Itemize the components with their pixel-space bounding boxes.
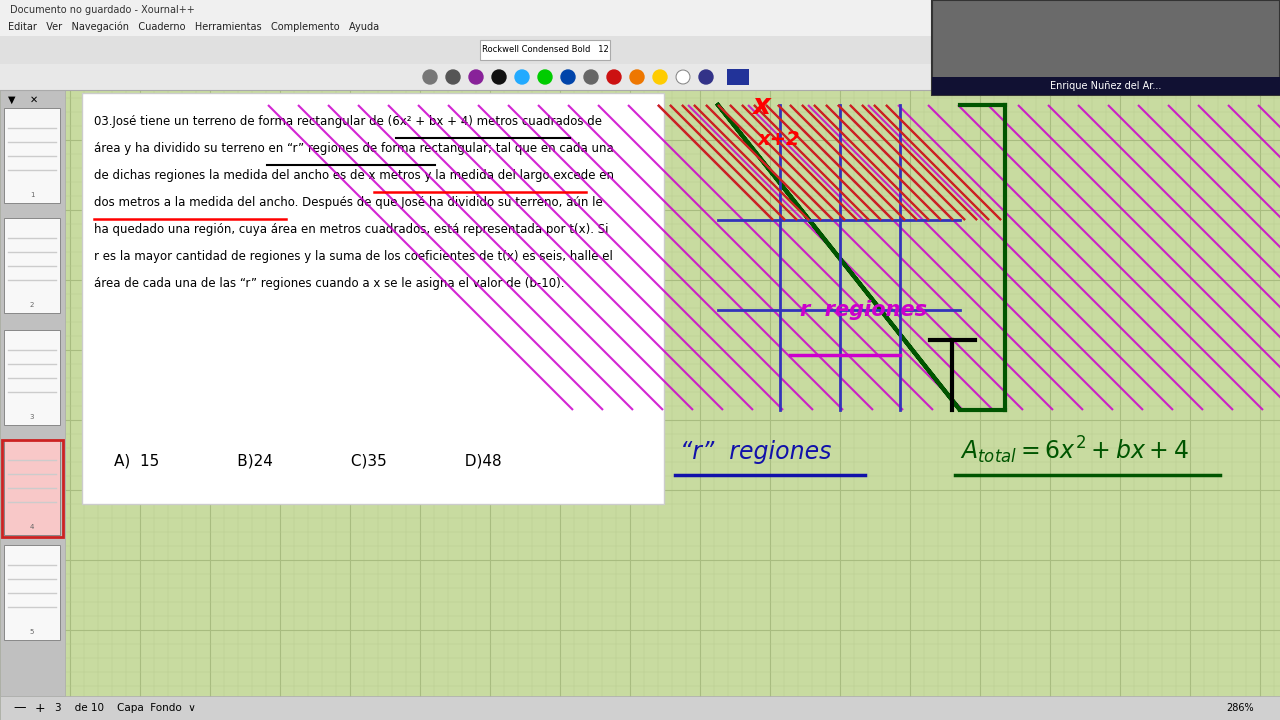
Text: Rockwell Condensed Bold   12: Rockwell Condensed Bold 12	[481, 45, 608, 55]
Bar	[4, 218, 60, 313]
Text: Documento no guardado - Xournal++: Documento no guardado - Xournal++	[10, 5, 195, 15]
Text: ✕: ✕	[29, 95, 38, 105]
Circle shape	[422, 70, 436, 84]
Text: dos metros a la medida del ancho. Después de que José ha dividido su terreno, aú: dos metros a la medida del ancho. Despué…	[93, 196, 603, 209]
Circle shape	[630, 70, 644, 84]
Bar	[0, 0, 1280, 18]
Text: ▼: ▼	[8, 95, 15, 105]
Text: 03.José tiene un terreno de forma rectangular de (6x² + bx + 4) metros cuadrados: 03.José tiene un terreno de forma rectan…	[93, 115, 602, 128]
Text: “r”  regiones: “r” regiones	[680, 440, 832, 464]
Text: $A_{total}= 6x^2+bx+4$: $A_{total}= 6x^2+bx+4$	[960, 435, 1189, 467]
Text: 3    de 10    Capa  Fondo  ∨: 3 de 10 Capa Fondo ∨	[55, 703, 196, 713]
Circle shape	[561, 70, 575, 84]
Bar	[727, 69, 749, 85]
Text: Editar   Ver   Navegación   Cuaderno   Herramientas   Complemento   Ayuda: Editar Ver Navegación Cuaderno Herramien…	[8, 22, 379, 32]
Bar	[0, 36, 1280, 64]
Bar	[0, 18, 1280, 36]
Bar	[4, 330, 60, 425]
Circle shape	[515, 70, 529, 84]
Circle shape	[538, 70, 552, 84]
Bar	[932, 0, 1280, 95]
Text: 1: 1	[29, 192, 35, 198]
Text: área de cada una de las “r” regiones cuando a x se le asigna el valor de (b-10).: área de cada una de las “r” regiones cua…	[93, 277, 564, 290]
Text: 3: 3	[29, 414, 35, 420]
Bar	[4, 108, 60, 203]
Text: r es la mayor cantidad de regiones y la suma de los coeficientes de t(x) es seis: r es la mayor cantidad de regiones y la …	[93, 250, 613, 263]
Text: r  regiones: r regiones	[800, 300, 927, 320]
Text: área y ha dividido su terreno en “r” regiones de forma rectangular; tal que en c: área y ha dividido su terreno en “r” reg…	[93, 142, 613, 155]
Bar	[0, 696, 1280, 720]
Bar	[4, 440, 60, 535]
Circle shape	[445, 70, 460, 84]
Bar	[82, 93, 664, 504]
Text: 2: 2	[29, 302, 35, 308]
Text: x: x	[753, 92, 769, 120]
Text: Enrique Nuñez del Ar...: Enrique Nuñez del Ar...	[1051, 81, 1162, 91]
Circle shape	[676, 70, 690, 84]
Text: 4: 4	[29, 524, 35, 530]
Circle shape	[653, 70, 667, 84]
Bar	[4, 545, 60, 640]
Text: —: —	[14, 701, 27, 714]
Text: de dichas regiones la medida del ancho es de x metros y la medida del largo exce: de dichas regiones la medida del ancho e…	[93, 169, 614, 182]
Bar	[480, 40, 611, 60]
Circle shape	[699, 70, 713, 84]
Bar	[932, 77, 1280, 95]
Text: x+2: x+2	[758, 130, 800, 149]
Text: ha quedado una región, cuya área en metros cuadrados, está representada por t(x): ha quedado una región, cuya área en metr…	[93, 223, 608, 236]
Circle shape	[607, 70, 621, 84]
Bar	[0, 90, 65, 696]
Circle shape	[492, 70, 506, 84]
Text: +: +	[35, 701, 45, 714]
Text: 286%: 286%	[1226, 703, 1254, 713]
Text: 5: 5	[29, 629, 35, 635]
Circle shape	[584, 70, 598, 84]
Bar	[0, 64, 1280, 90]
Circle shape	[468, 70, 483, 84]
Bar	[3, 440, 63, 537]
Text: A)  15                B)24                C)35                D)48: A) 15 B)24 C)35 D)48	[114, 454, 502, 469]
